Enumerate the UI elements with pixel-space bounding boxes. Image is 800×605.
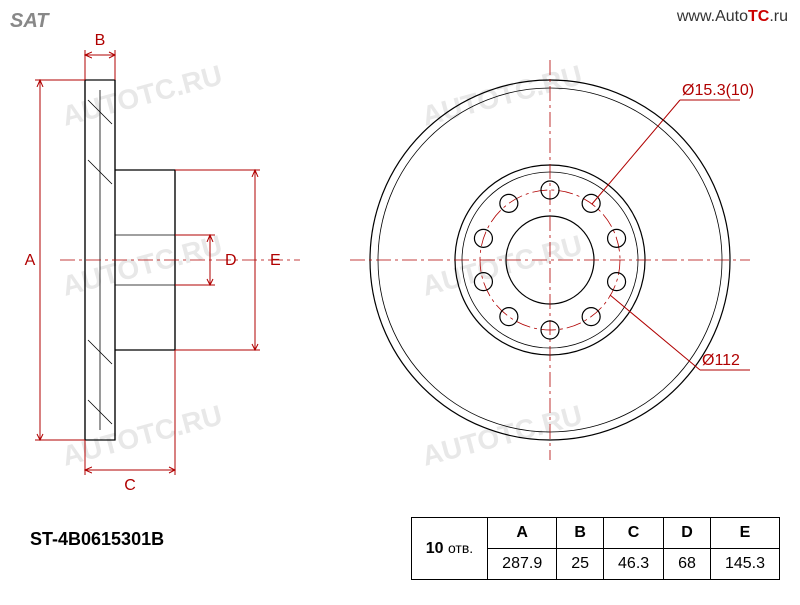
dim-b-label: B [95,32,106,49]
url-mid: TC [748,8,769,25]
bolt-hole [500,308,518,326]
dim-e-label: E [270,252,281,269]
url-suffix: .ru [769,8,788,25]
dim-d-label: D [225,252,237,269]
bolt-hole [500,194,518,212]
url-prefix: www.Auto [677,8,748,25]
source-url: www.AutoTC.ru [677,8,788,26]
hole-dia-label: Ø15.3(10) [682,82,754,99]
dim-c-label: C [124,477,136,494]
bolt-hole [474,273,492,291]
technical-drawing: A B C D E Ø15.3 [0,0,800,600]
dim-a-label: A [25,252,36,269]
side-view: A B C D E [25,32,300,494]
bolt-hole [608,273,626,291]
front-view: Ø15.3(10) Ø112 [350,60,754,460]
bolt-circle-label: Ø112 [702,352,740,369]
